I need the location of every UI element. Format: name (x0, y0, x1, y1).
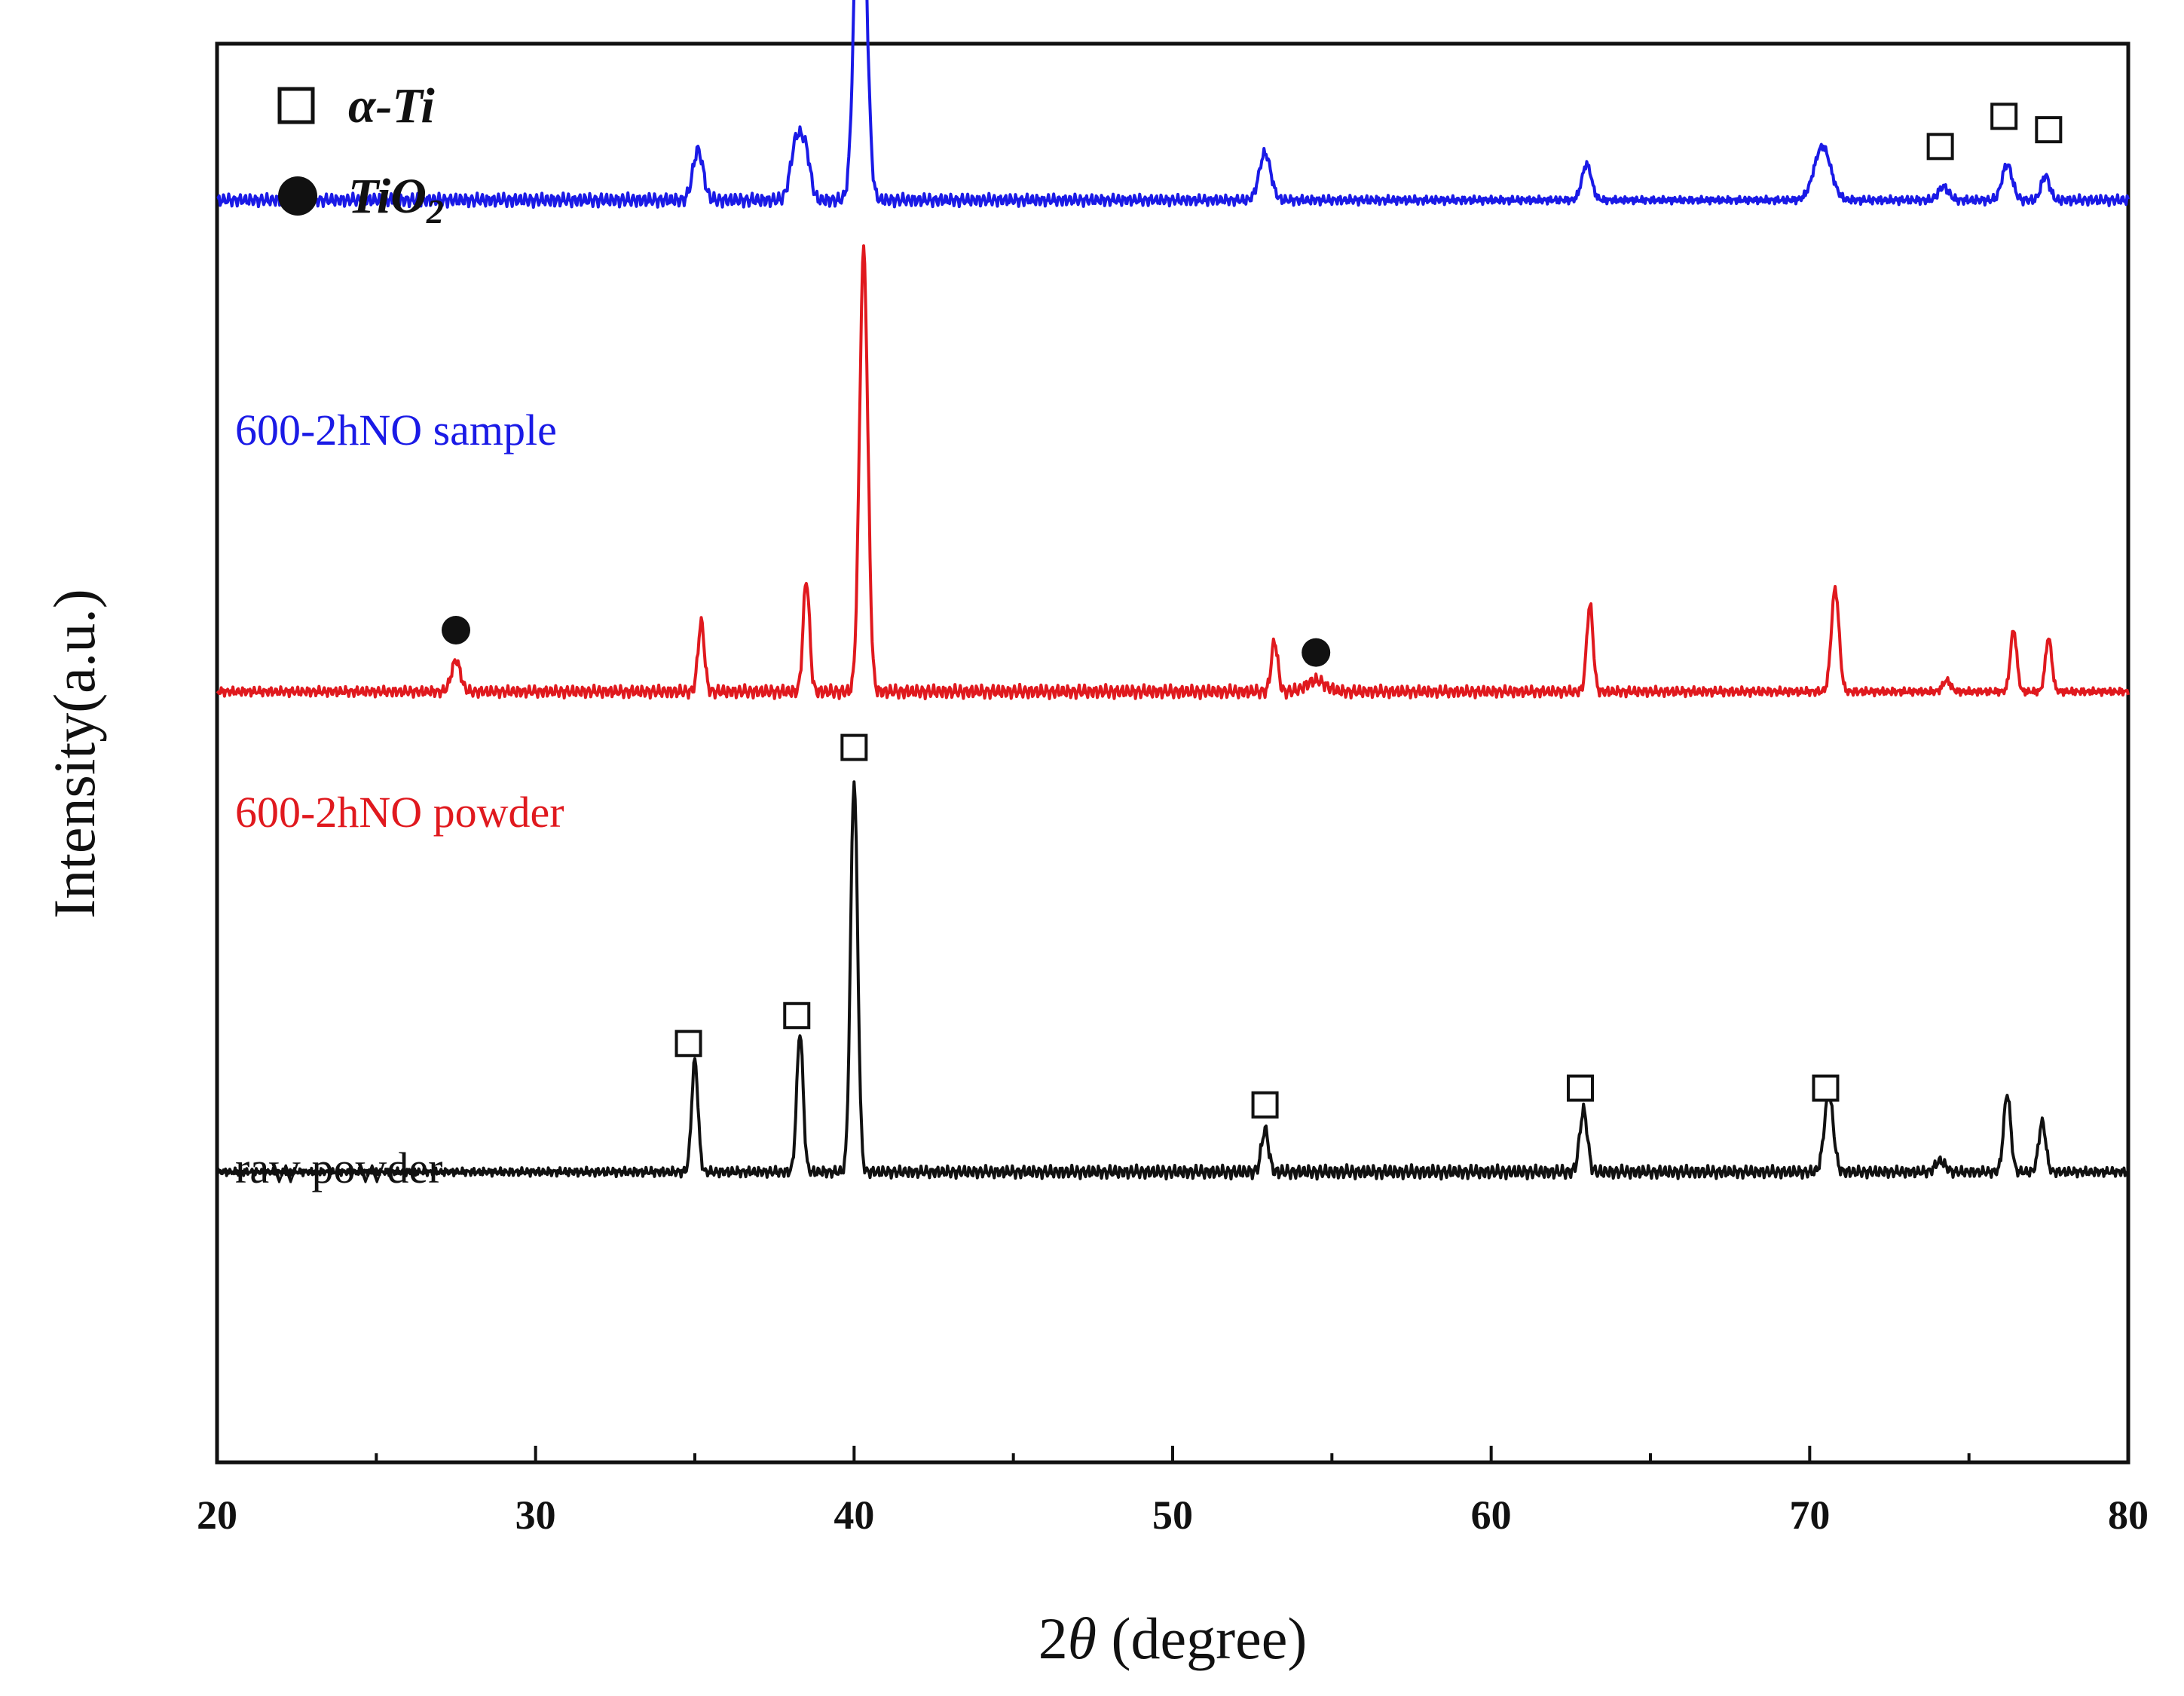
legend-circle-icon (278, 176, 317, 216)
series-layer (216, 0, 2130, 1181)
x-tick-label: 50 (1152, 1492, 1193, 1538)
alpha-ti-marker (1812, 1074, 1840, 1102)
legend-label-tio2-sub: 2 (426, 192, 444, 231)
x-axis-title-prefix: 2 (1038, 1606, 1068, 1671)
alpha-ti-marker (1926, 133, 1954, 161)
plot-frame (215, 41, 2130, 1465)
tio2-marker (442, 615, 470, 644)
x-tick-label: 40 (834, 1492, 874, 1538)
legend: α-Ti TiO2 (277, 78, 444, 231)
series-label-powder: 600-2hNO powder (235, 788, 564, 837)
legend-label-tio2: TiO2 (348, 169, 444, 231)
alpha-ti-marker (1251, 1091, 1279, 1119)
series-line-1 (216, 244, 2130, 700)
series-label-raw: raw powder (235, 1143, 442, 1192)
alpha-ti-marker (674, 1030, 702, 1058)
tio2-marker (1302, 638, 1331, 667)
phase-markers (442, 103, 2063, 1119)
legend-label-alpha-ti: α-Ti (348, 78, 435, 133)
x-axis-title-suffix: (degree) (1097, 1606, 1307, 1671)
x-axis-ticks: 20 30 40 50 60 70 80 (197, 1446, 2149, 1538)
x-tick-label: 70 (1789, 1492, 1830, 1538)
x-tick-label: 30 (515, 1492, 556, 1538)
alpha-ti-marker (840, 733, 868, 761)
alpha-ti-marker (2035, 116, 2063, 144)
legend-square-icon (277, 87, 315, 124)
alpha-ti-marker (1990, 103, 2018, 130)
x-tick-label: 20 (197, 1492, 237, 1538)
series-label-sample: 600-2hNO sample (235, 406, 557, 455)
x-axis-title-theta: θ (1068, 1606, 1097, 1671)
series-line-0 (216, 0, 2130, 209)
alpha-ti-marker (1567, 1074, 1595, 1102)
alpha-ti-marker (783, 1002, 811, 1030)
x-tick-label: 80 (2108, 1492, 2149, 1538)
series-line-2 (216, 780, 2130, 1181)
x-axis-title: 2θ (degree) (1038, 1606, 1308, 1671)
y-axis-title: Intensity(a.u.) (41, 589, 107, 919)
x-tick-label: 60 (1471, 1492, 1512, 1538)
legend-label-tio2-main: TiO (348, 169, 427, 224)
